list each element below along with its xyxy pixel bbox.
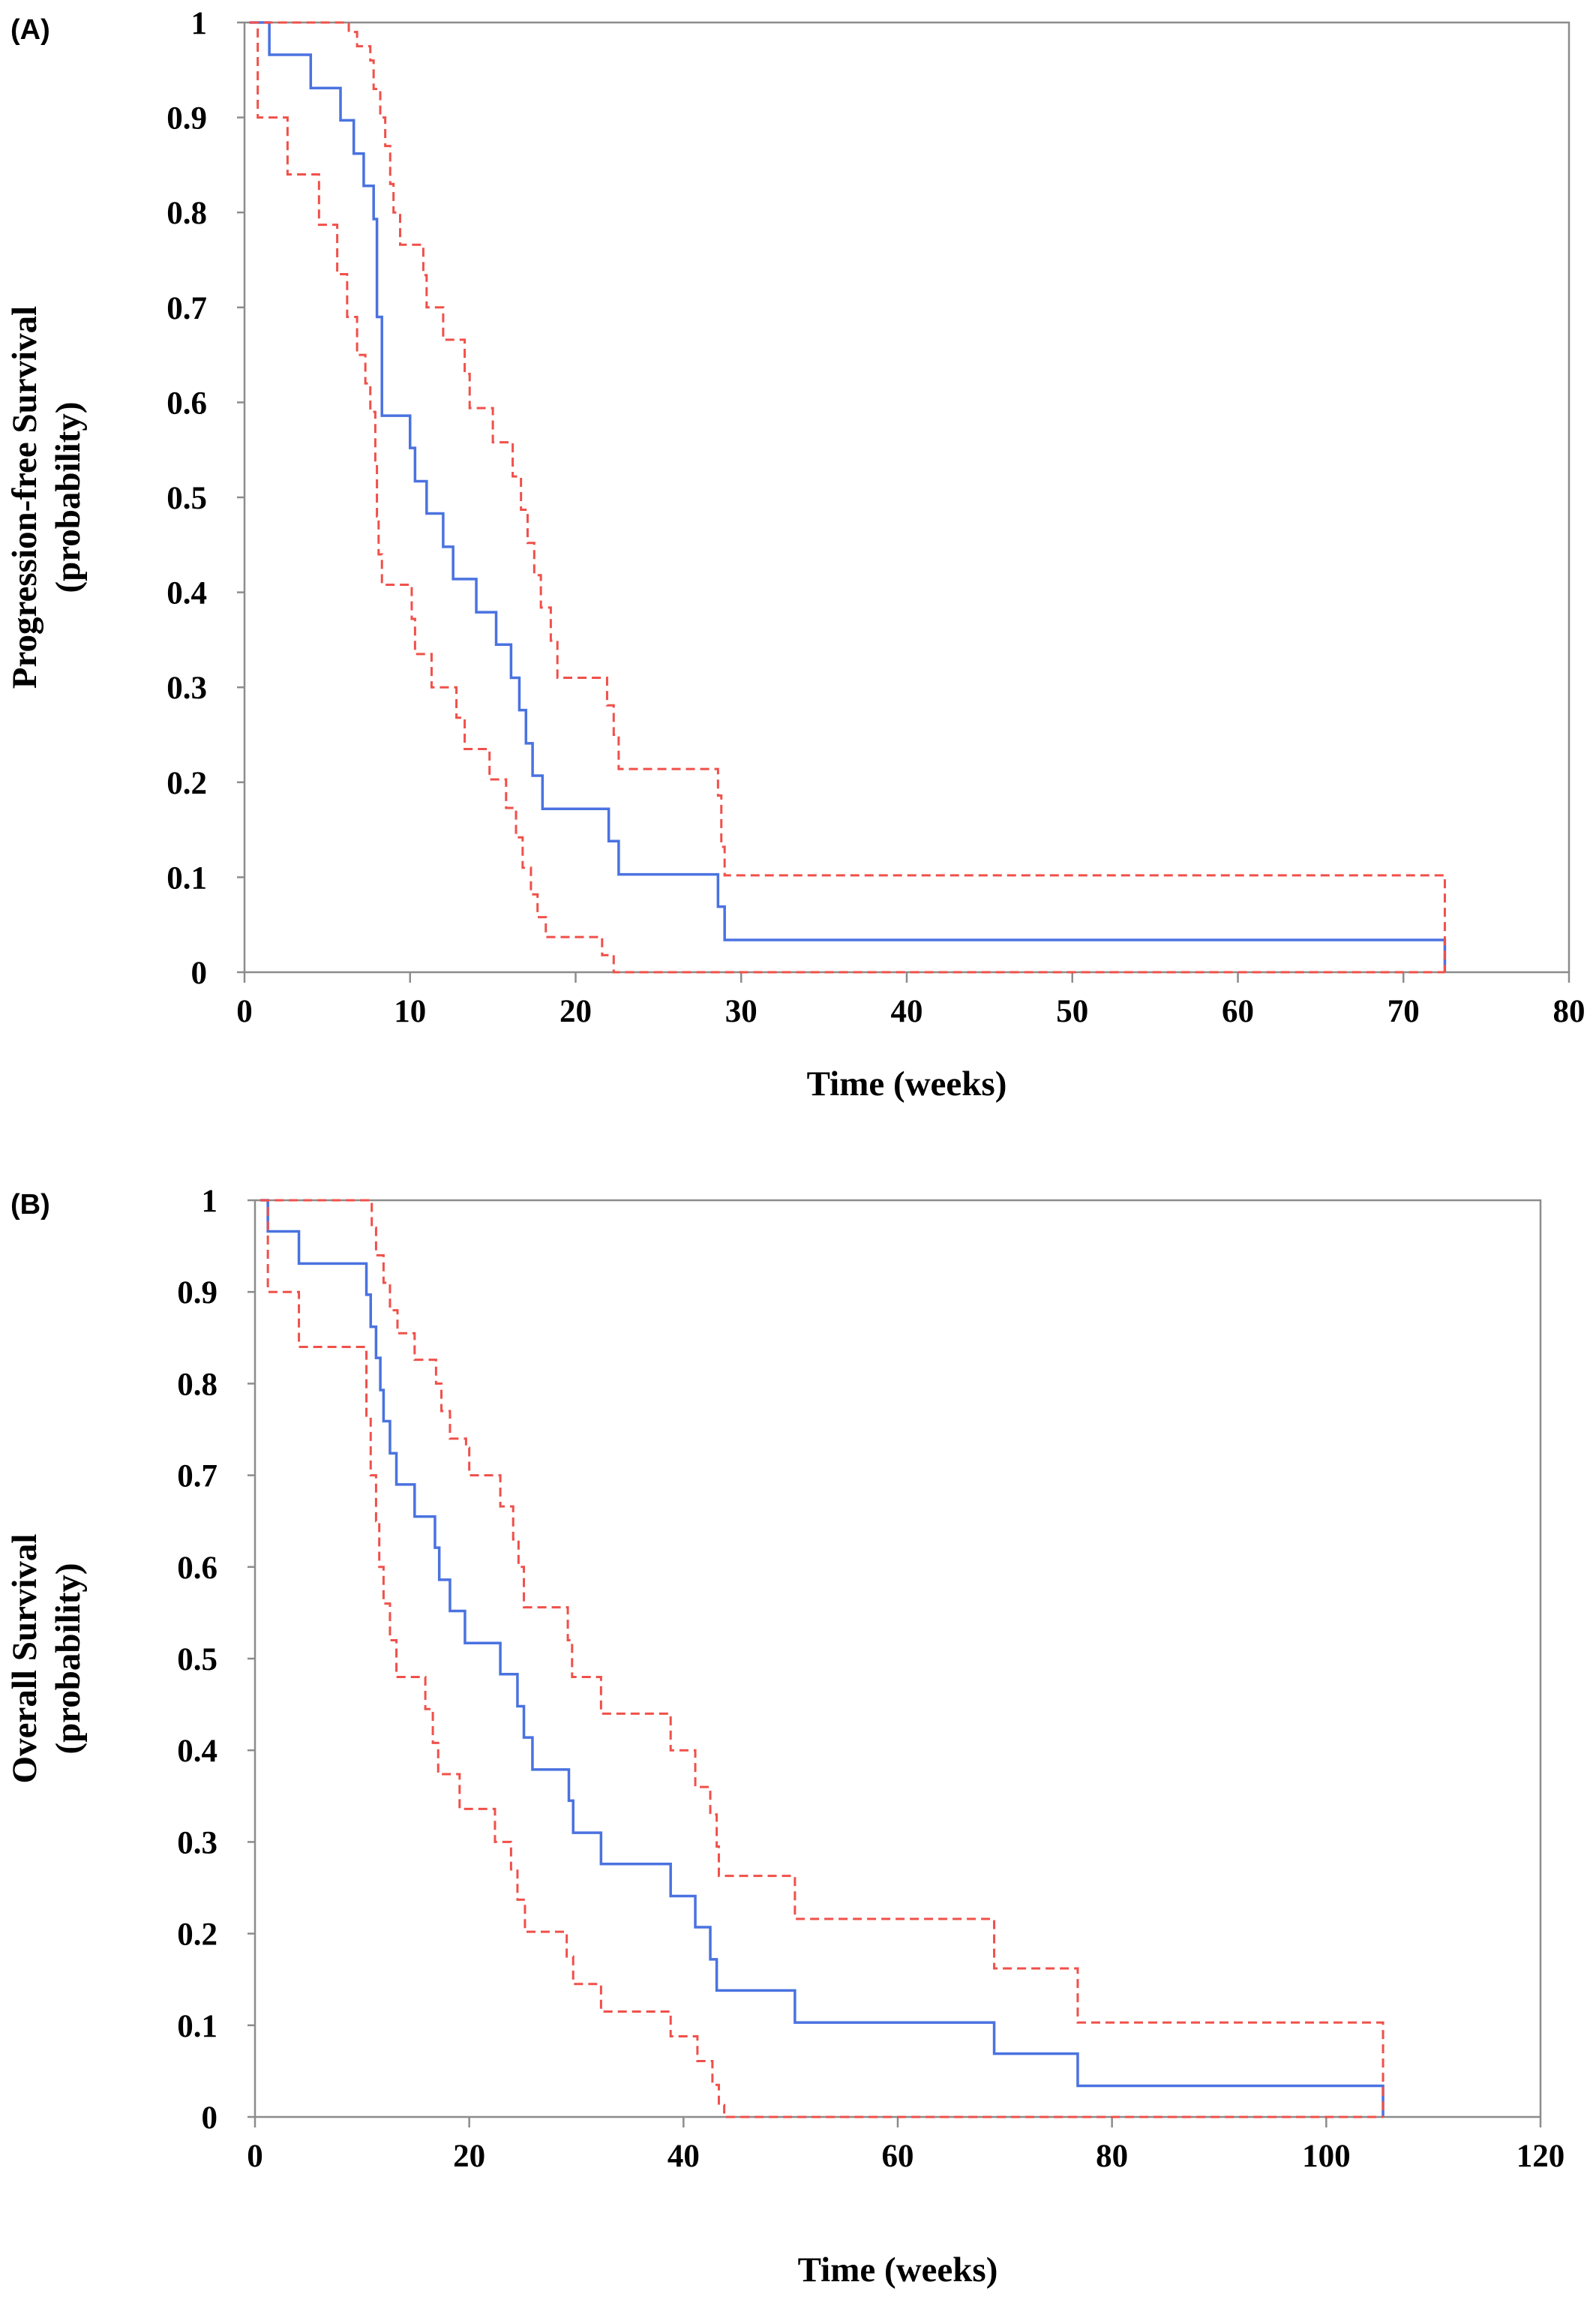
panel-a-y-tick-label: 0 — [191, 956, 208, 991]
panel-b-os-chart: (B) 0 20 40 60 80 100 120 0 0.1 0.2 0.3 0.4 0.5 0.6 0.… — [5, 1184, 1564, 2289]
panel-a-x-tick-label: 70 — [1388, 994, 1420, 1029]
panel-a-y-tick-label: 0.8 — [166, 196, 207, 231]
panel-b-series — [260, 1199, 1384, 2118]
panel-b-x-axis-title: Time (weeks) — [798, 2250, 998, 2289]
panel-b-y-tick-label: 0.5 — [177, 1642, 218, 1677]
panel-a-x-tick-label: 0 — [236, 994, 253, 1029]
panel-a-x-tick-label: 60 — [1222, 994, 1254, 1029]
panel-a-y-tick-label: 0.5 — [166, 481, 207, 516]
panel-a-y-tick-label: 0.3 — [166, 671, 207, 706]
panel-b-survival-curve — [260, 1199, 1384, 2117]
panel-b-x-tick-label: 100 — [1302, 2139, 1351, 2174]
panel-b-ticks: 0 20 40 60 80 100 120 0 0.1 0.2 0.3 0.4 0.5 0.6 0.7 0.8… — [177, 1184, 1564, 2174]
panel-b-x-tick-label: 120 — [1516, 2139, 1565, 2174]
panel-a-ticks: 0 10 20 30 40 50 60 70 80 0 0.1 0.2 0.3 0.4 0.5 0.6 0.7 0… — [166, 6, 1585, 1029]
panel-a-y-axis-title-line1: Progression-free Survival — [5, 306, 44, 689]
panel-b-y-tick-label: 0.2 — [177, 1917, 218, 1953]
panel-a-label: (A) — [10, 14, 50, 46]
panel-b-y-tick-label: 0 — [202, 2100, 218, 2136]
panel-b-x-tick-label: 80 — [1096, 2139, 1128, 2174]
panel-a-pfs-chart: (A) 0 10 20 30 40 50 60 70 80 0 0.1 0.2 0.3 0.4 0.5 0.6… — [5, 6, 1586, 1103]
panel-b-ci-curve-1 — [260, 1199, 1384, 2117]
panel-b-y-tick-label: 0.6 — [177, 1551, 218, 1586]
panel-b-x-tick-label: 60 — [882, 2139, 914, 2174]
panel-b-label: (B) — [10, 1189, 50, 1221]
panel-a-y-tick-label: 0.1 — [166, 860, 207, 896]
panel-b-y-tick-label: 0.8 — [177, 1367, 218, 1402]
panel-a-x-tick-label: 40 — [891, 994, 923, 1029]
panel-a-x-tick-label: 80 — [1553, 994, 1586, 1029]
panel-b-y-tick-label: 1 — [202, 1184, 218, 1219]
panel-a-survival-curve — [249, 21, 1447, 972]
panel-a-x-tick-label: 10 — [394, 994, 426, 1029]
panel-b-y-tick-label: 0.1 — [177, 2009, 218, 2044]
panel-b-y-tick-label: 0.3 — [177, 1825, 218, 1860]
panel-b-y-axis-title-line2: (probability) — [49, 1563, 88, 1754]
panel-a-x-tick-label: 30 — [725, 994, 758, 1029]
panel-a-x-tick-label: 50 — [1056, 994, 1088, 1029]
panel-b-x-tick-label: 40 — [668, 2139, 700, 2174]
panel-a-plot-frame — [243, 21, 1570, 974]
panel-b-plot-frame — [254, 1199, 1542, 2118]
panel-b-x-tick-label: 0 — [247, 2139, 263, 2174]
panel-a-x-tick-label: 20 — [560, 994, 592, 1029]
panel-a-y-axis-title-line2: (probability) — [49, 401, 88, 593]
panel-a-y-tick-label: 0.4 — [166, 576, 207, 611]
panel-a-y-tick-label: 1 — [191, 6, 208, 41]
panel-b-x-tick-label: 20 — [453, 2139, 485, 2174]
panel-b-y-tick-label: 0.4 — [177, 1734, 218, 1769]
panel-a-y-tick-label: 0.7 — [166, 291, 207, 326]
panel-a-y-tick-label: 0.6 — [166, 386, 207, 421]
panel-a-y-tick-label: 0.2 — [166, 766, 207, 801]
panel-b-y-axis-title-line1: Overall Survival — [5, 1534, 44, 1784]
panel-a-ci-curve-1 — [249, 21, 1446, 972]
panel-a-series — [249, 21, 1447, 974]
panel-a-y-tick-label: 0.9 — [166, 101, 207, 137]
panel-a-ci-curve-2 — [249, 21, 1445, 974]
panel-b-y-tick-label: 0.7 — [177, 1459, 218, 1494]
panel-b-ci-curve-2 — [260, 1199, 1384, 2118]
panel-a-x-axis-title: Time (weeks) — [807, 1064, 1007, 1103]
panel-b-y-tick-label: 0.9 — [177, 1275, 218, 1311]
